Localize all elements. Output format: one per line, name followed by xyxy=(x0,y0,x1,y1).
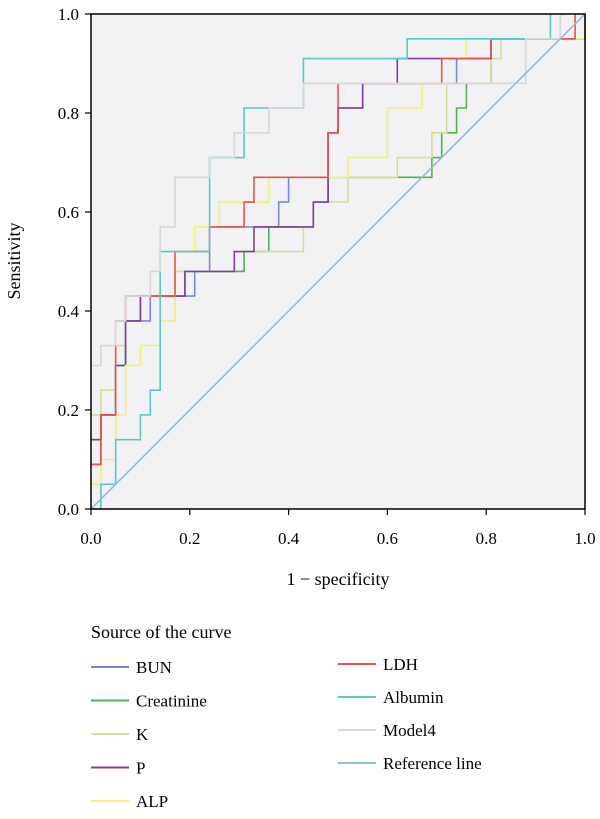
series-layer xyxy=(90,13,586,510)
y-axis-label: Sensitivity xyxy=(4,222,24,299)
x-tick-label: 0.4 xyxy=(278,529,300,548)
x-tick-label: 0.0 xyxy=(80,529,101,548)
y-tick-label: 0.0 xyxy=(58,500,79,519)
plot-frame xyxy=(90,13,586,510)
legend-label-reference-line: Reference line xyxy=(383,754,482,773)
y-tick-label: 0.8 xyxy=(58,104,79,123)
legend-label-k: K xyxy=(136,725,149,744)
legend-label-creatinine: Creatinine xyxy=(136,692,207,711)
x-axis-ticks: 0.0 0.2 0.4 0.6 0.8 1.0 xyxy=(80,509,596,548)
y-tick-label: 1.0 xyxy=(58,5,79,24)
legend-label-p: P xyxy=(136,759,145,778)
x-tick-label: 1.0 xyxy=(574,529,595,548)
legend-label-albumin: Albumin xyxy=(383,688,444,707)
y-tick-label: 0.4 xyxy=(58,302,80,321)
y-tick-label: 0.6 xyxy=(58,203,79,222)
x-tick-label: 0.8 xyxy=(476,529,497,548)
y-axis-ticks: 0.0 0.2 0.4 0.6 0.8 1.0 xyxy=(58,5,91,519)
y-tick-label: 0.2 xyxy=(58,401,79,420)
series-line-reference-line xyxy=(90,13,586,510)
legend-label-model4: Model4 xyxy=(383,721,436,740)
series-line-p xyxy=(91,14,586,441)
axes-layer xyxy=(90,13,586,510)
legend-label-alp: ALP xyxy=(136,792,168,811)
x-tick-label: 0.6 xyxy=(377,529,398,548)
legend: BUN Creatinine KP ALP LDH Albumin Model4 Refere… xyxy=(91,655,482,811)
x-axis-label: 1 − specificity xyxy=(286,569,389,589)
legend-label-bun: BUN xyxy=(136,658,172,677)
x-tick-label: 0.2 xyxy=(179,529,200,548)
series-line-model4 xyxy=(91,14,562,367)
legend-title: Source of the curve xyxy=(91,622,231,642)
legend-label-ldh: LDH xyxy=(383,655,418,674)
